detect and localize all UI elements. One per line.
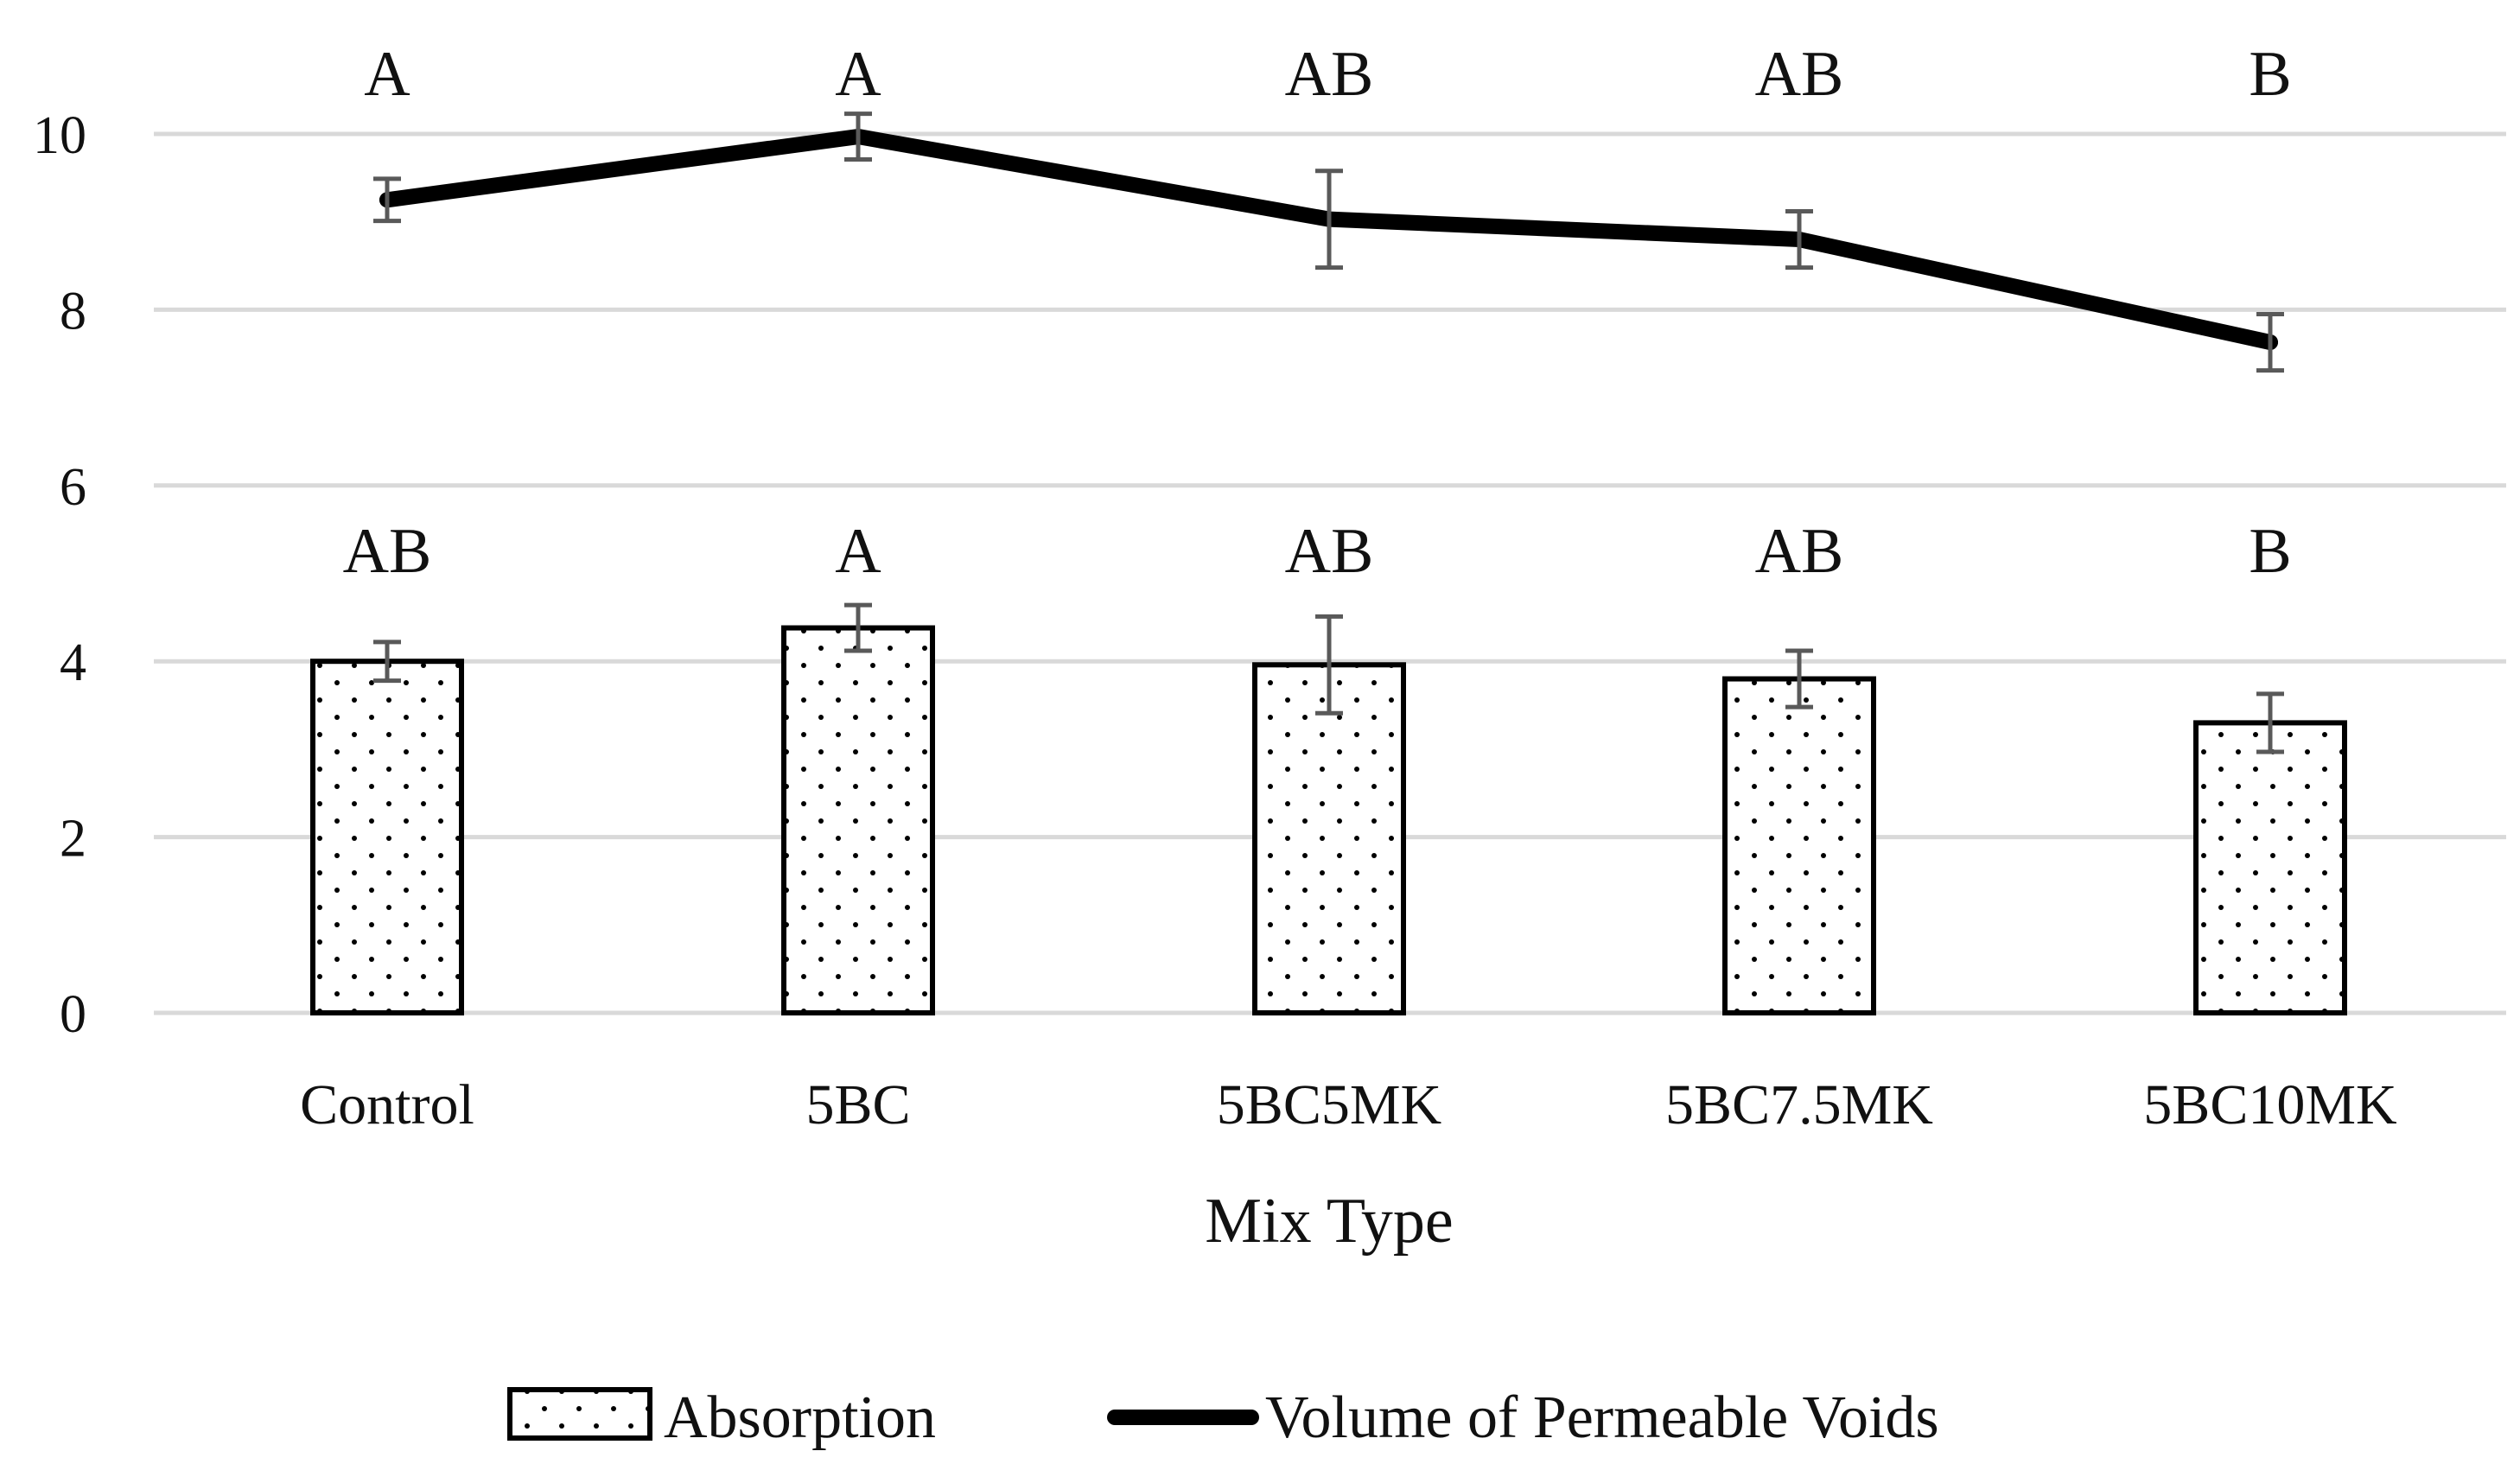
x-category-label: 5BC7.5MK <box>1665 1073 1933 1136</box>
vpv-error-bar <box>373 176 401 224</box>
y-tick-label: 0 <box>60 985 86 1044</box>
absorption-significance-label: AB <box>1755 516 1844 587</box>
y-tick-label: 6 <box>60 458 86 517</box>
absorption-bar <box>1252 662 1406 1015</box>
x-category-label: 5BC10MK <box>2143 1073 2396 1136</box>
x-category-label: Control <box>300 1073 474 1136</box>
vpv-error-bar <box>2256 311 2284 373</box>
absorption-error-bar <box>373 640 401 684</box>
x-axis-category-labels: Control 5BC 5BC5MK 5BC7.5MK 5BC10MK <box>300 1073 2397 1136</box>
y-tick-label: 8 <box>60 282 86 341</box>
absorption-error-bar <box>2256 691 2284 754</box>
absorption-significance-label: AB <box>1285 516 1374 587</box>
vpv-error-bar <box>1315 169 1343 271</box>
y-tick-label: 10 <box>33 106 86 165</box>
absorption-bar <box>781 625 935 1016</box>
absorption-bar <box>1722 676 1876 1015</box>
legend-swatch-absorption <box>507 1387 652 1441</box>
absorption-error-bars <box>373 602 2284 754</box>
x-category-label: 5BC5MK <box>1217 1073 1441 1136</box>
vpv-significance-label: A <box>364 39 410 110</box>
y-tick-label: 2 <box>60 810 86 869</box>
vpv-significance-label: B <box>2249 39 2291 110</box>
vpv-error-bar <box>1785 208 1813 271</box>
absorption-bar <box>310 659 464 1015</box>
absorption-significance-label: AB <box>343 516 432 587</box>
y-axis-tick-labels: 0 2 4 6 8 10 <box>33 106 86 1044</box>
legend-label-vpv: Volume of Permeable Voids <box>1265 1384 1939 1451</box>
absorption-significance-label: B <box>2249 516 2291 587</box>
legend: Absorption Volume of Permeable Voids <box>507 1384 1939 1451</box>
absorption-significance-label: A <box>835 516 881 587</box>
vpv-error-bar <box>844 111 872 162</box>
absorption-bar <box>2193 720 2347 1015</box>
vpv-error-bars <box>373 111 2284 373</box>
x-category-label: 5BC <box>805 1073 910 1136</box>
significance-labels: A A AB AB B AB A AB AB B <box>343 39 2292 587</box>
vpv-significance-label: A <box>835 39 881 110</box>
vpv-significance-label: AB <box>1755 39 1844 110</box>
vpv-significance-label: AB <box>1285 39 1374 110</box>
y-tick-label: 4 <box>60 633 86 692</box>
x-axis-title: Mix Type <box>1205 1186 1453 1257</box>
absorption-error-bar <box>844 602 872 653</box>
legend-label-absorption: Absorption <box>664 1384 936 1451</box>
absorption-error-bar <box>1785 648 1813 710</box>
absorption-error-bar <box>1315 614 1343 716</box>
